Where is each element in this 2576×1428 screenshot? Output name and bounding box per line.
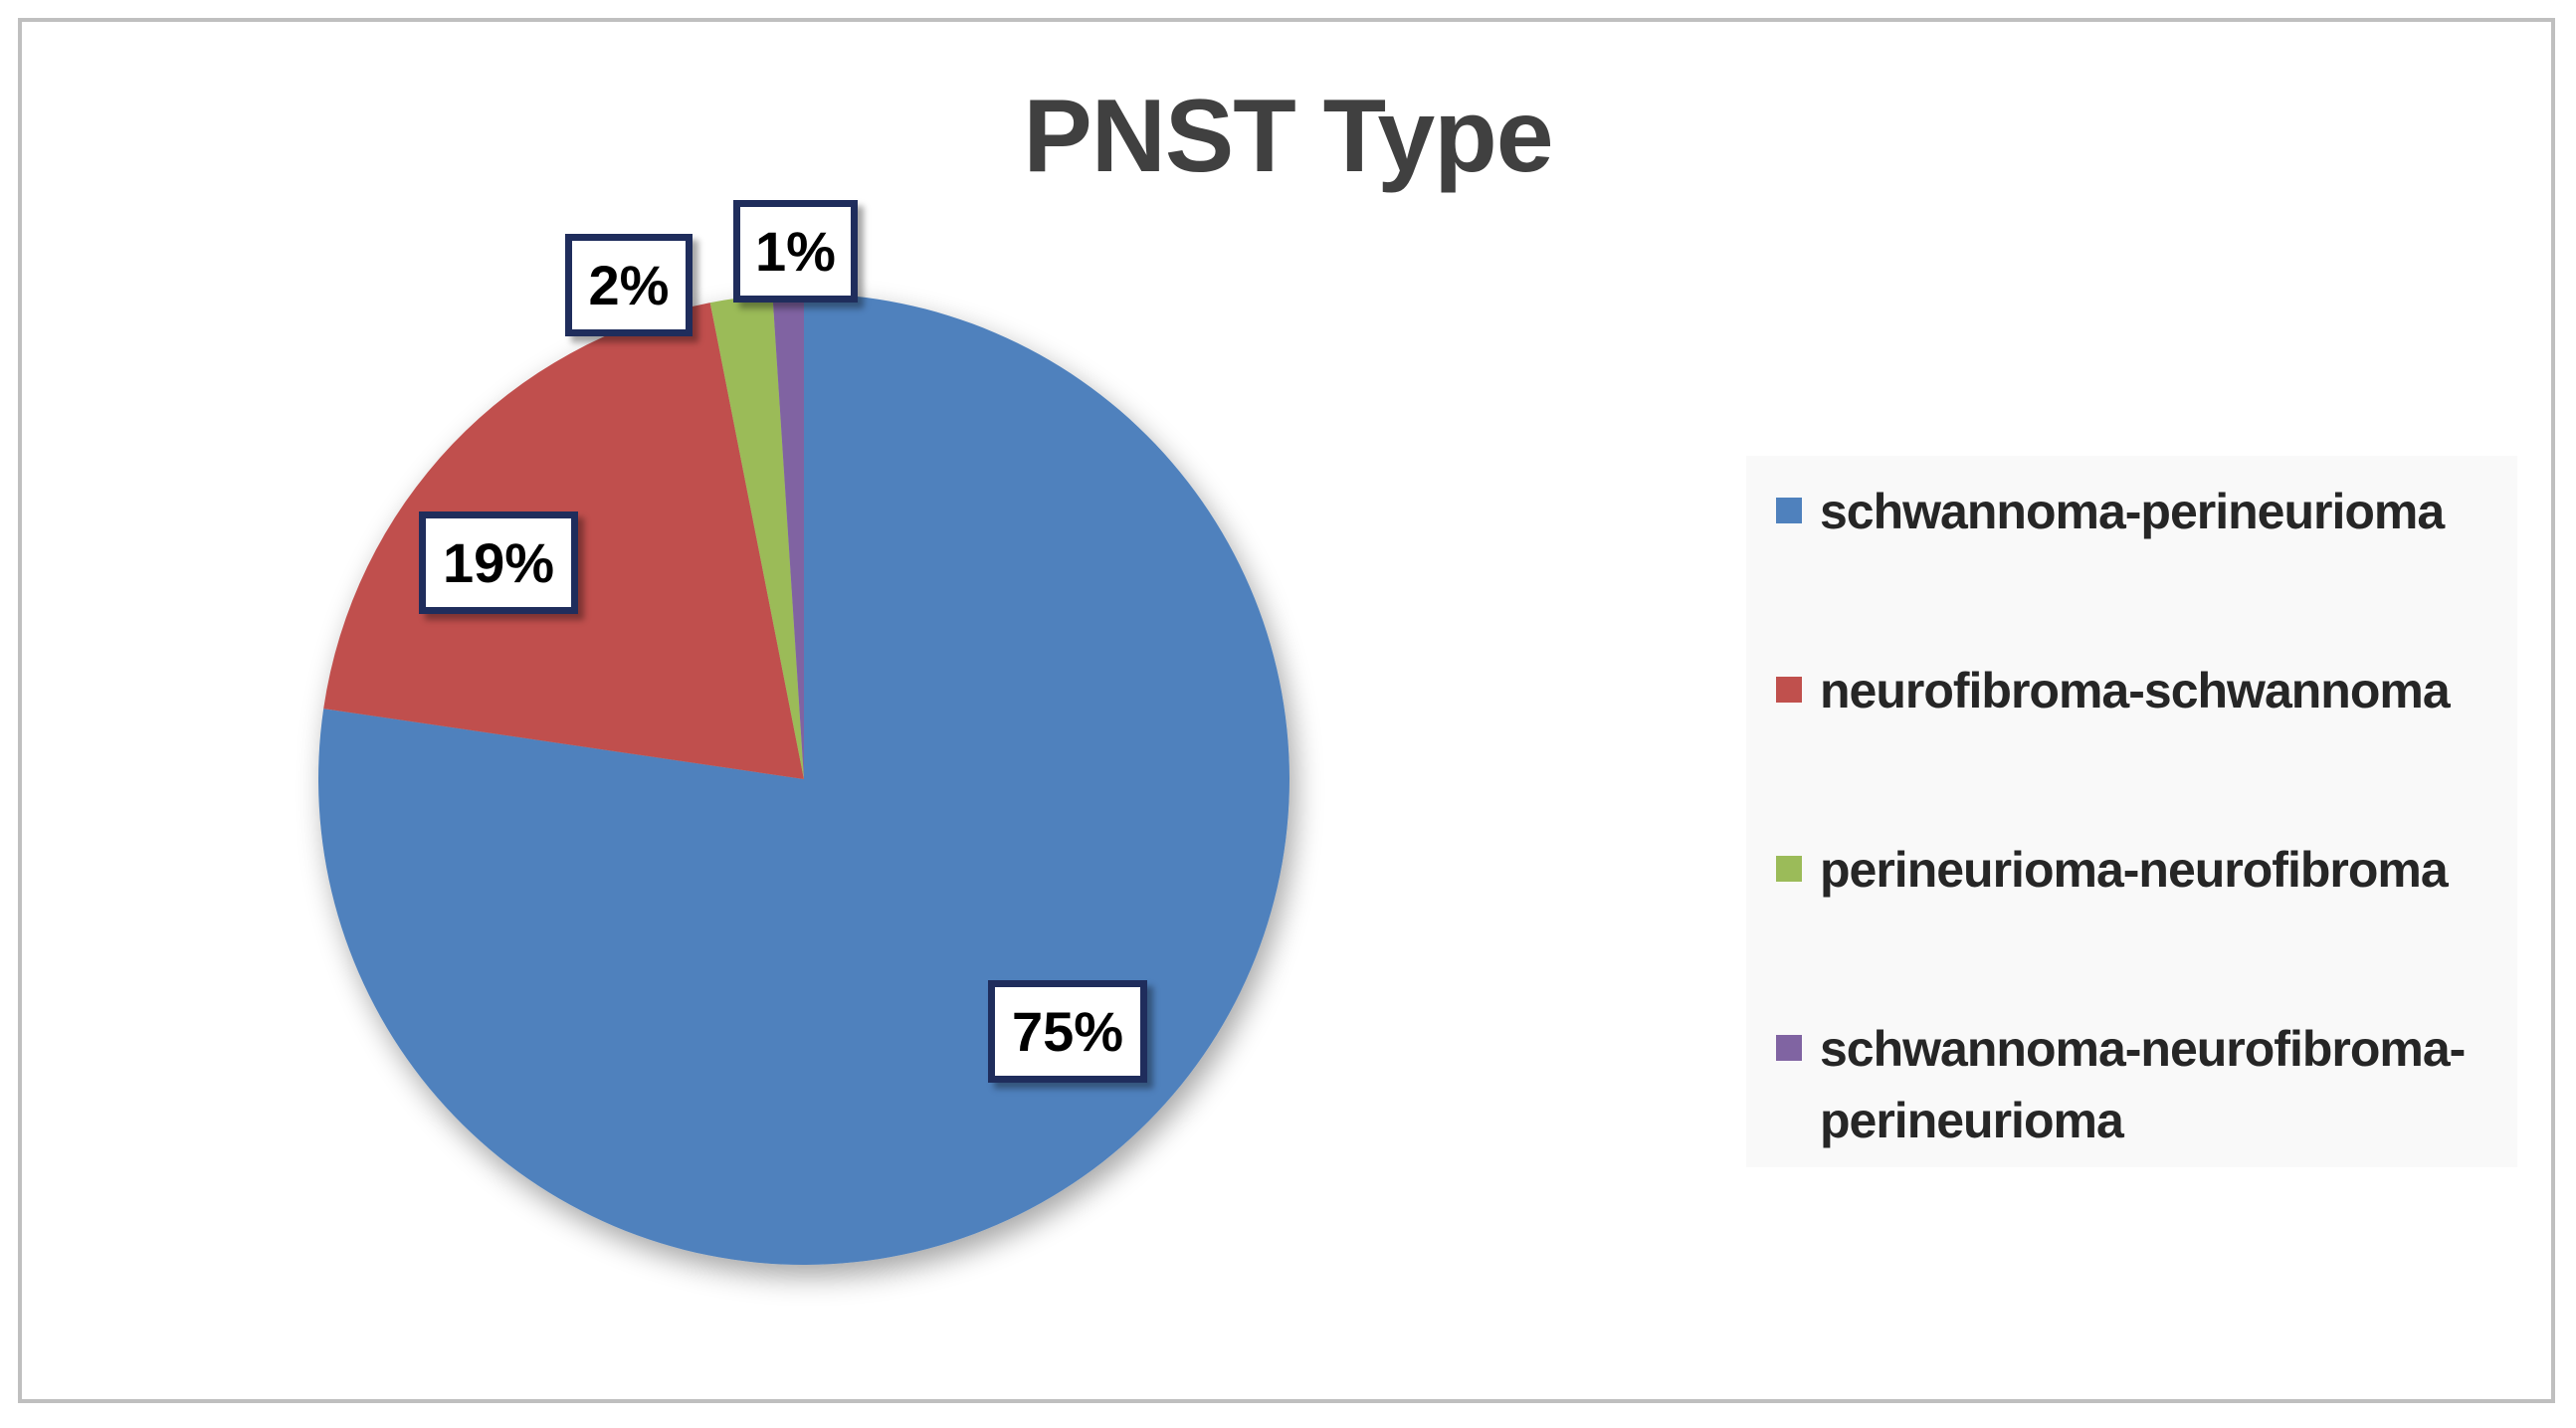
legend-swatch	[1776, 498, 1802, 523]
legend: schwannoma-perineurioma neurofibroma-schw…	[1746, 456, 2517, 1167]
legend-swatch	[1776, 856, 1802, 882]
data-label-schwannoma-neurofibroma-perineurioma: 1%	[733, 200, 858, 303]
legend-swatch	[1776, 1035, 1802, 1061]
legend-item: schwannoma-neurofibroma-perineurioma	[1776, 1013, 2512, 1156]
legend-label: schwannoma-perineurioma	[1820, 484, 2445, 539]
chart-title: PNST Type	[1023, 79, 1553, 194]
pie-slice-perineurioma-neurofibroma	[709, 295, 804, 779]
legend-swatch	[1776, 677, 1802, 703]
legend-label: neurofibroma-schwannoma	[1820, 663, 2451, 718]
legend-item: schwannoma-perineurioma	[1776, 476, 2512, 547]
pie-slice-schwannoma-neurofibroma-perineurioma	[772, 294, 804, 779]
legend-label: perineurioma-neurofibroma	[1820, 842, 2449, 898]
data-label-neurofibroma-schwannoma: 19%	[419, 511, 578, 614]
data-label-perineurioma-neurofibroma: 2%	[565, 234, 693, 336]
legend-item: perineurioma-neurofibroma	[1776, 834, 2512, 906]
legend-label: schwannoma-neurofibroma-perineurioma	[1820, 1021, 2466, 1148]
legend-item: neurofibroma-schwannoma	[1776, 655, 2512, 726]
data-label-schwannoma-perineurioma: 75%	[988, 980, 1147, 1083]
